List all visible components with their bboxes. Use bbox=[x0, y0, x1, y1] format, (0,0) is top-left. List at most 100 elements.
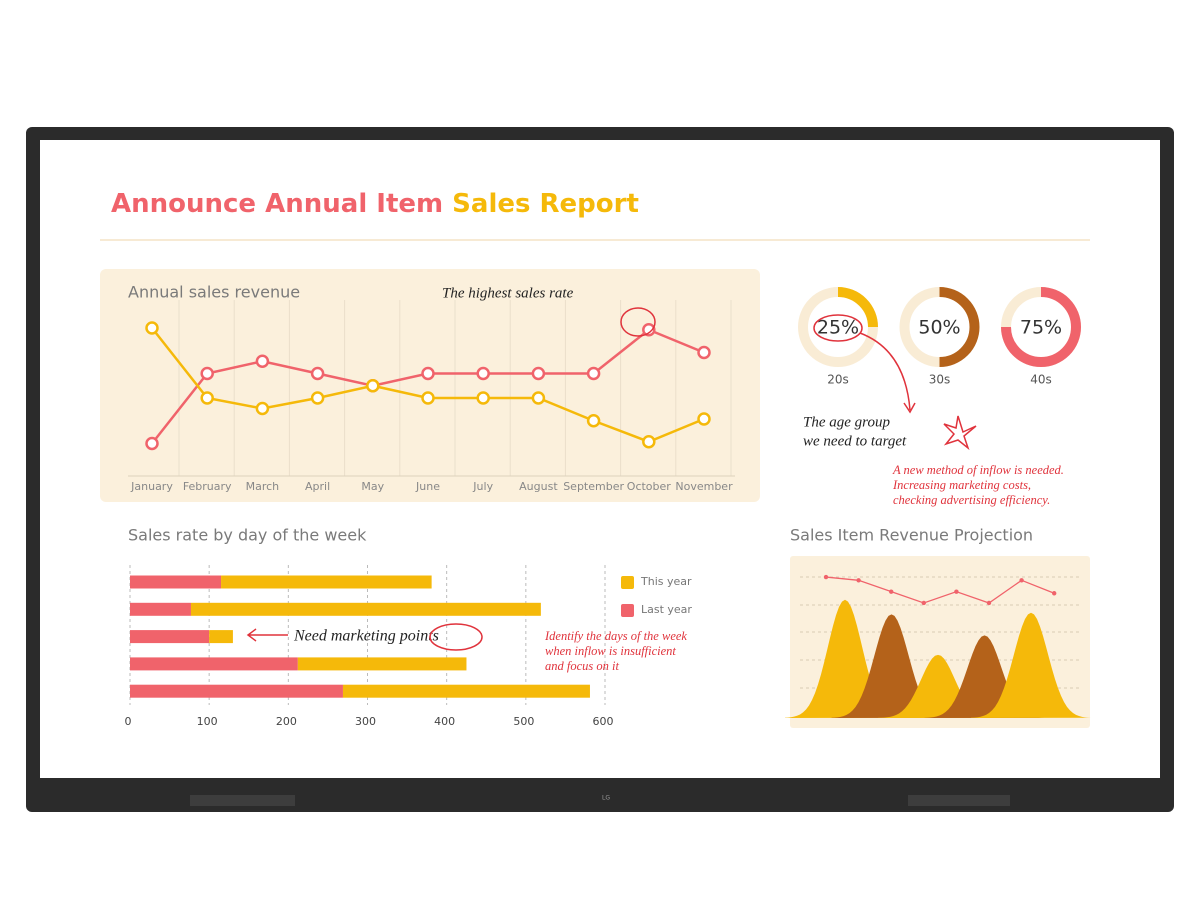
x-tick-label: October bbox=[627, 480, 671, 493]
speaker-grille bbox=[190, 795, 295, 806]
annotation: and focus on it bbox=[545, 659, 619, 673]
x-tick-label: 500 bbox=[513, 715, 534, 728]
annotation: we need to target bbox=[803, 433, 907, 449]
data-point bbox=[310, 366, 325, 381]
data-point bbox=[255, 401, 270, 416]
x-tick-label: November bbox=[675, 480, 733, 493]
brand-logo: LG bbox=[602, 795, 610, 802]
x-tick-label: March bbox=[246, 480, 280, 493]
bar-segment bbox=[130, 602, 191, 616]
bar-segment bbox=[190, 602, 541, 616]
data-point bbox=[642, 435, 656, 449]
bar-segment bbox=[130, 630, 210, 644]
chart-title: Annual sales revenue bbox=[128, 283, 300, 302]
value-label: 25% bbox=[817, 317, 859, 339]
legend-swatch bbox=[621, 604, 634, 617]
data-point bbox=[200, 391, 214, 405]
legend-swatch bbox=[621, 576, 634, 589]
charts: Annual sales revenue The highest sales ra… bbox=[125, 283, 1091, 728]
projection-line bbox=[825, 576, 1055, 604]
value-label: 75% bbox=[1020, 317, 1062, 339]
bar-segment bbox=[221, 575, 432, 589]
data-point bbox=[310, 391, 325, 405]
x-tick-label: June bbox=[415, 480, 440, 493]
donut-arc bbox=[1001, 287, 1081, 367]
title-part: Sales Report bbox=[452, 189, 639, 219]
value-label: 50% bbox=[918, 317, 960, 339]
peak-area bbox=[878, 654, 998, 718]
data-point bbox=[823, 574, 829, 580]
bar-segment bbox=[209, 630, 233, 644]
data-point bbox=[531, 366, 546, 381]
category-label: 30s bbox=[929, 373, 951, 387]
data-point bbox=[586, 366, 601, 381]
peak-area bbox=[831, 614, 952, 718]
data-point bbox=[255, 354, 270, 368]
bar-segment bbox=[130, 684, 343, 698]
speaker-grille bbox=[908, 795, 1010, 806]
data-point bbox=[986, 600, 992, 606]
bar-segment bbox=[297, 657, 467, 671]
annotation: Need marketing points bbox=[293, 628, 439, 645]
data-point bbox=[856, 578, 861, 583]
annotation: The age group bbox=[803, 414, 890, 430]
category-label: 20s bbox=[827, 373, 849, 387]
annotation: Identify the days of the week bbox=[544, 629, 687, 643]
hand-arrow bbox=[246, 628, 288, 642]
legend-label: Last year bbox=[641, 603, 692, 616]
x-tick-label: September bbox=[563, 480, 624, 493]
data-point bbox=[642, 323, 656, 337]
legend-label: This year bbox=[640, 575, 692, 588]
data-point bbox=[1052, 591, 1057, 596]
x-tick-label: February bbox=[183, 480, 232, 493]
data-point bbox=[889, 589, 894, 594]
peak-area bbox=[924, 635, 1045, 718]
hand-circle bbox=[813, 314, 863, 342]
hand-arrow-head bbox=[903, 402, 916, 414]
data-point bbox=[1019, 578, 1024, 583]
title-part: Announce Annual Item bbox=[111, 189, 443, 219]
x-tick-label: 400 bbox=[434, 715, 455, 728]
data-point bbox=[200, 366, 214, 381]
hand-circle bbox=[429, 623, 483, 651]
x-tick-label: 0 bbox=[125, 715, 132, 728]
annotation: A new method of inflow is needed. bbox=[892, 463, 1064, 477]
x-tick-label: 300 bbox=[355, 715, 376, 728]
annotation: checking advertising efficiency. bbox=[893, 493, 1050, 507]
x-tick-label: May bbox=[361, 480, 384, 493]
data-point bbox=[366, 379, 380, 393]
x-tick-label: April bbox=[305, 480, 330, 493]
page-title: Announce Annual Item Sales Report bbox=[111, 189, 639, 219]
data-point bbox=[145, 321, 159, 335]
hand-circle bbox=[620, 307, 656, 337]
data-point bbox=[145, 436, 159, 451]
chart-title: Sales rate by day of the week bbox=[128, 526, 367, 545]
data-point bbox=[697, 345, 711, 360]
data-point bbox=[697, 412, 711, 426]
data-point bbox=[531, 391, 546, 405]
donut-arc bbox=[837, 287, 878, 328]
data-point bbox=[921, 600, 926, 606]
hand-arrow bbox=[859, 332, 911, 411]
category-label: 40s bbox=[1030, 373, 1052, 387]
hand-star bbox=[943, 415, 977, 451]
x-tick-label: 600 bbox=[593, 715, 614, 728]
bar-segment bbox=[130, 657, 298, 671]
annotation: Increasing marketing costs, bbox=[892, 478, 1031, 492]
x-tick-label: 200 bbox=[276, 715, 297, 728]
x-tick-label: 100 bbox=[197, 715, 218, 728]
x-tick-label: August bbox=[519, 480, 558, 493]
donut-arc bbox=[939, 287, 980, 367]
data-point bbox=[586, 414, 601, 428]
data-point bbox=[476, 366, 490, 381]
peak-area bbox=[971, 612, 1091, 718]
x-tick-label: July bbox=[472, 480, 493, 493]
data-point bbox=[421, 391, 435, 405]
annotation: The highest sales rate bbox=[442, 285, 574, 301]
x-tick-label: January bbox=[130, 480, 173, 493]
bar-segment bbox=[130, 575, 222, 589]
panel bbox=[100, 269, 760, 502]
annotation: when inflow is insufficient bbox=[545, 644, 676, 658]
data-point bbox=[421, 366, 435, 381]
